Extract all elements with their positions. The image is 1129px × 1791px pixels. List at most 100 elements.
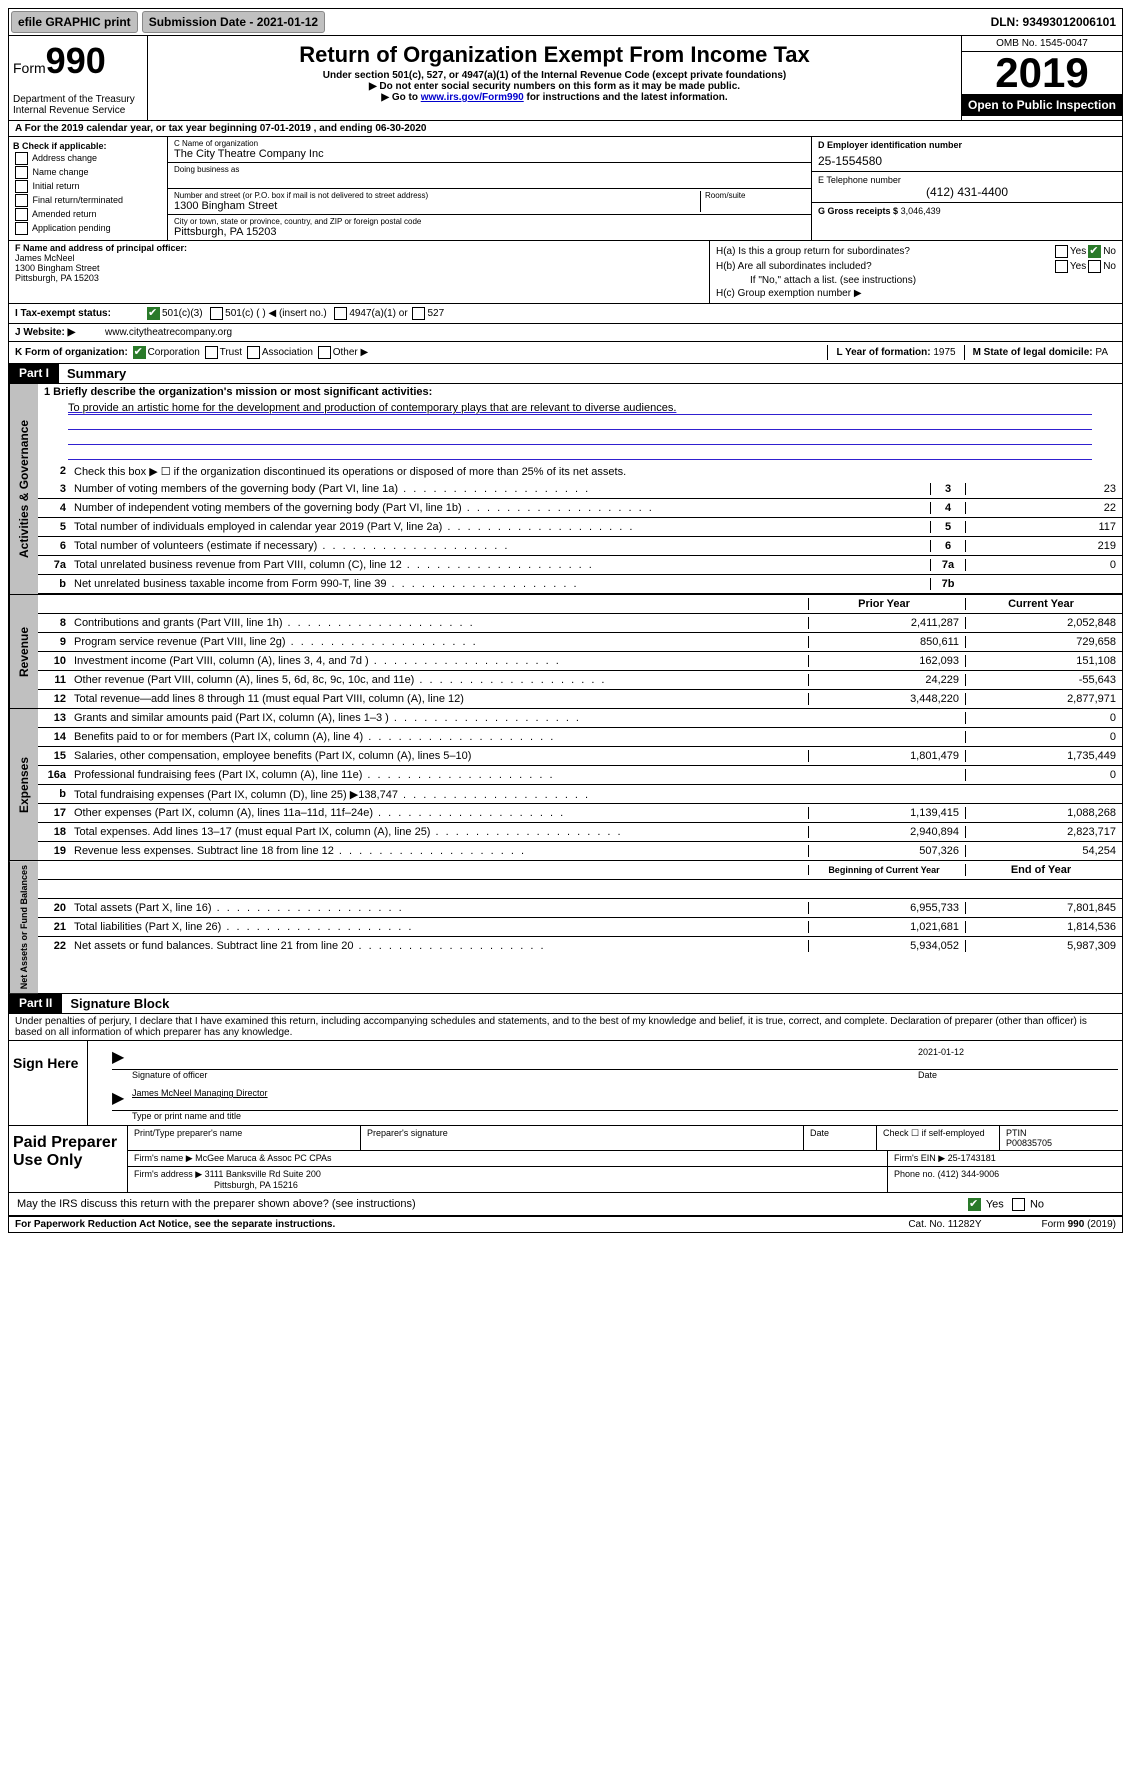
cb-initial[interactable]: Initial return (13, 180, 163, 193)
officer-addr1: 1300 Bingham Street (15, 263, 100, 273)
form-prefix: Form (13, 60, 46, 76)
section-bcdeg: B Check if applicable: Address change Na… (9, 137, 1122, 241)
discuss-yes[interactable] (968, 1198, 981, 1211)
row-i: I Tax-exempt status: 501(c)(3) 501(c) ( … (9, 304, 1122, 324)
org-name: The City Theatre Company Inc (174, 148, 805, 160)
cb-other[interactable] (318, 346, 331, 359)
rev-header: Prior Year Current Year (38, 595, 1122, 614)
summary-line: 12Total revenue—add lines 8 through 11 (… (38, 690, 1122, 708)
form-container: efile GRAPHIC print Submission Date - 20… (8, 8, 1123, 1233)
opt-501c: 501(c) ( ) ◀ (insert no.) (225, 308, 327, 319)
summary-line: 16aProfessional fundraising fees (Part I… (38, 766, 1122, 785)
gross-label: G Gross receipts $ (818, 206, 898, 216)
cb-pending[interactable]: Application pending (13, 222, 163, 235)
tax-year: 2019 (962, 52, 1122, 94)
cb-501c3[interactable] (147, 307, 160, 320)
summary-line: 9Program service revenue (Part VIII, lin… (38, 633, 1122, 652)
j-label: J Website: ▶ (15, 327, 105, 338)
row-k: K Form of organization: Corporation Trus… (9, 342, 1122, 364)
part2-header: Part II Signature Block (9, 994, 1122, 1014)
ptin-value: P00835705 (1006, 1138, 1052, 1148)
gross-value: 3,046,439 (901, 206, 941, 216)
opt-trust: Trust (220, 347, 242, 358)
mission-block: To provide an artistic home for the deve… (38, 400, 1122, 462)
dept-irs: Internal Revenue Service (13, 105, 143, 116)
cb-trust[interactable] (205, 346, 218, 359)
ha-yes[interactable] (1055, 245, 1068, 258)
officer-typed-name: James McNeel Managing Director (132, 1088, 268, 1108)
line1-label: 1 Briefly describe the organization's mi… (38, 384, 1122, 400)
i-label: I Tax-exempt status: (15, 308, 145, 319)
prep-check[interactable]: Check ☐ if self-employed (883, 1128, 985, 1138)
summary-line: 21Total liabilities (Part X, line 26)1,0… (38, 918, 1122, 937)
firm-phone-label: Phone no. (894, 1169, 935, 1179)
type-name-label: Type or print name and title (132, 1111, 1118, 1121)
efile-button[interactable]: efile GRAPHIC print (11, 11, 138, 33)
subtitle-1: Under section 501(c), 527, or 4947(a)(1)… (156, 70, 953, 81)
ein-label: D Employer identification number (818, 140, 1116, 150)
cb-assoc[interactable] (247, 346, 260, 359)
firm-phone: (412) 344-9006 (938, 1169, 1000, 1179)
title-box: Return of Organization Exempt From Incom… (148, 36, 962, 120)
col-f: F Name and address of principal officer:… (9, 241, 710, 303)
prep-date-label: Date (804, 1126, 877, 1150)
sig-officer-label: Signature of officer (132, 1070, 918, 1080)
cb-amended[interactable]: Amended return (13, 208, 163, 221)
cb-address[interactable]: Address change (13, 152, 163, 165)
hb-no[interactable] (1088, 260, 1101, 273)
summary-line: 15Salaries, other compensation, employee… (38, 747, 1122, 766)
prep-name-label: Print/Type preparer's name (128, 1126, 361, 1150)
opt-4947: 4947(a)(1) or (349, 308, 407, 319)
arrow-icon-2: ▶ (112, 1088, 132, 1108)
form-label-box: Form990 Department of the Treasury Inter… (9, 36, 148, 120)
firm-addr-label: Firm's address ▶ (134, 1169, 202, 1179)
summary-line: bNet unrelated business taxable income f… (38, 575, 1122, 594)
cb-name[interactable]: Name change (13, 166, 163, 179)
net-header: Beginning of Current Year End of Year (38, 861, 1122, 880)
ha-no[interactable] (1088, 245, 1101, 258)
cb-527[interactable] (412, 307, 425, 320)
l-value: 1975 (933, 347, 955, 358)
opt-527: 527 (427, 308, 444, 319)
sub3-pre: ▶ Go to (381, 92, 420, 103)
vtab-expenses: Expenses (9, 709, 38, 860)
submission-button[interactable]: Submission Date - 2021-01-12 (142, 11, 325, 33)
ptin-label: PTIN (1006, 1128, 1027, 1138)
footer-left: For Paperwork Reduction Act Notice, see … (15, 1219, 335, 1230)
end-year-label: End of Year (965, 864, 1122, 876)
summary-line: 13Grants and similar amounts paid (Part … (38, 709, 1122, 728)
discuss-no[interactable] (1012, 1198, 1025, 1211)
top-bar: efile GRAPHIC print Submission Date - 20… (9, 9, 1122, 36)
governance-section: Activities & Governance 1 Briefly descri… (9, 384, 1122, 595)
firm-ein: 25-1743181 (948, 1153, 996, 1163)
subtitle-3: ▶ Go to www.irs.gov/Form990 for instruct… (156, 92, 953, 103)
hb-note: If "No," attach a list. (see instruction… (716, 275, 1116, 286)
discuss-row: May the IRS discuss this return with the… (9, 1193, 1122, 1216)
header-row: Form990 Department of the Treasury Inter… (9, 36, 1122, 121)
cb-final[interactable]: Final return/terminated (13, 194, 163, 207)
irs-link[interactable]: www.irs.gov/Form990 (421, 92, 524, 103)
sig-date: 2021-01-12 (918, 1047, 964, 1057)
current-year-label: Current Year (965, 598, 1122, 610)
date-label: Date (918, 1070, 1118, 1080)
summary-line: 20Total assets (Part X, line 16)6,955,73… (38, 899, 1122, 918)
hb-yes[interactable] (1055, 260, 1068, 273)
sign-here-label: Sign Here (9, 1041, 88, 1125)
row-j: J Website: ▶ www.citytheatrecompany.org (9, 324, 1122, 342)
part1-title: Summary (59, 364, 134, 383)
part1-header: Part I Summary (9, 364, 1122, 384)
cb-corp[interactable] (133, 346, 146, 359)
summary-line: 17Other expenses (Part IX, column (A), l… (38, 804, 1122, 823)
opt-other: Other ▶ (333, 347, 368, 358)
col-deg: D Employer identification number 25-1554… (812, 137, 1122, 240)
vtab-revenue: Revenue (9, 595, 38, 708)
cb-4947[interactable] (334, 307, 347, 320)
summary-line: 18Total expenses. Add lines 13–17 (must … (38, 823, 1122, 842)
prep-sig-label: Preparer's signature (361, 1126, 804, 1150)
m-label: M State of legal domicile: (973, 347, 1093, 358)
city-label: City or town, state or province, country… (174, 217, 805, 226)
cb-501c[interactable] (210, 307, 223, 320)
sign-section: Sign Here ▶ 2021-01-12 Signature of offi… (9, 1041, 1122, 1126)
summary-line: 10Investment income (Part VIII, column (… (38, 652, 1122, 671)
form-title: Return of Organization Exempt From Incom… (156, 42, 953, 68)
